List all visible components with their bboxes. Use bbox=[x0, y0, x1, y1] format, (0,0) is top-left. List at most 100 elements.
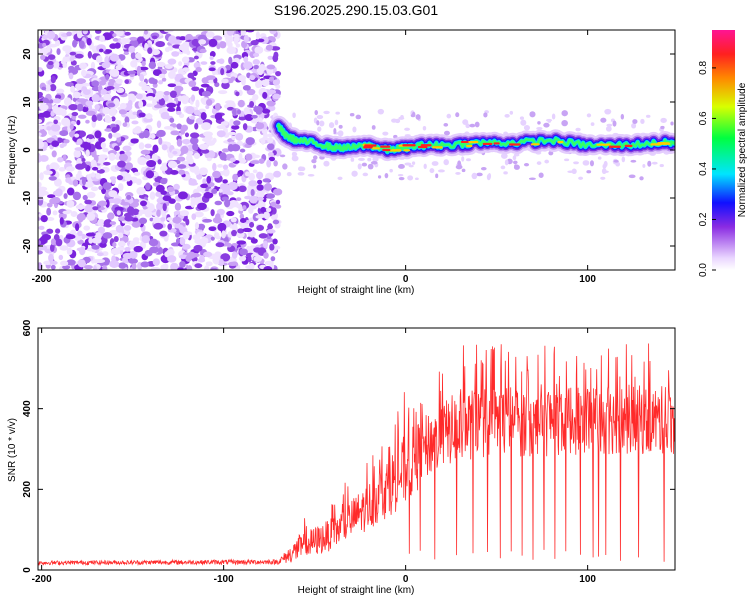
heatmap-cell bbox=[117, 160, 126, 168]
x-tick-label: 100 bbox=[579, 574, 596, 585]
heatmap-cell bbox=[82, 194, 88, 201]
heatmap-cell bbox=[168, 70, 176, 79]
heatmap-cell bbox=[95, 30, 102, 34]
heatmap-cell bbox=[286, 172, 292, 177]
heatmap-cell bbox=[268, 156, 276, 162]
heatmap-cell bbox=[56, 48, 61, 55]
heatmap-cell bbox=[38, 181, 42, 188]
heatmap-cell bbox=[60, 60, 66, 65]
heatmap-cell bbox=[152, 144, 159, 154]
heatmap-cell bbox=[62, 154, 67, 162]
heatmap-cell bbox=[74, 147, 85, 151]
heatmap-cell bbox=[457, 160, 462, 167]
heatmap-cell bbox=[78, 246, 86, 256]
signal-track-band bbox=[276, 123, 675, 154]
heatmap-cell bbox=[513, 164, 520, 170]
heatmap-cell bbox=[131, 263, 137, 270]
heatmap-cell bbox=[115, 78, 123, 84]
heatmap-cell bbox=[500, 165, 506, 170]
heatmap-cell bbox=[62, 45, 72, 52]
heatmap-cell bbox=[127, 93, 135, 98]
y-tick-label: 600 bbox=[22, 319, 33, 336]
heatmap-cell bbox=[519, 116, 525, 120]
heatmap-cell bbox=[177, 95, 183, 102]
heatmap-cell bbox=[233, 37, 240, 42]
top-x-ticks: -200 -100 0 100 bbox=[32, 30, 596, 285]
heatmap-cell bbox=[222, 168, 230, 177]
heatmap-cell bbox=[38, 91, 43, 97]
heatmap-cell bbox=[46, 228, 54, 234]
heatmap-cell bbox=[279, 154, 286, 158]
heatmap-cell bbox=[266, 89, 277, 95]
heatmap-cell bbox=[110, 248, 121, 255]
heatmap-cell bbox=[82, 106, 89, 113]
heatmap-cell bbox=[242, 123, 248, 131]
heatmap-cell bbox=[170, 262, 179, 270]
heatmap-cell bbox=[196, 231, 205, 237]
heatmap-cell bbox=[257, 69, 264, 76]
heatmap-cell bbox=[155, 191, 161, 197]
heatmap-cell bbox=[230, 61, 239, 69]
heatmap-cell bbox=[117, 241, 126, 247]
heatmap-cell bbox=[214, 251, 222, 259]
heatmap-cell bbox=[124, 116, 130, 124]
heatmap-cell bbox=[628, 174, 636, 179]
colorbar-tick-label: 0.6 bbox=[698, 111, 709, 125]
heatmap-cell bbox=[68, 72, 74, 80]
heatmap-cell bbox=[243, 61, 253, 70]
heatmap-cell bbox=[179, 236, 186, 246]
heatmap-cell bbox=[118, 232, 124, 239]
heatmap-cell bbox=[367, 163, 374, 170]
heatmap-cell bbox=[225, 100, 235, 105]
heatmap-cell bbox=[545, 118, 553, 122]
heatmap-cell bbox=[367, 157, 372, 162]
heatmap-cell bbox=[238, 185, 247, 193]
heatmap-cell bbox=[247, 255, 252, 263]
heatmap-cell bbox=[520, 119, 527, 126]
heatmap-cell bbox=[217, 164, 223, 168]
heatmap-cell bbox=[220, 121, 229, 126]
heatmap-cell bbox=[145, 103, 154, 108]
heatmap-cell bbox=[188, 181, 199, 186]
heatmap-cell bbox=[272, 219, 280, 225]
heatmap-cell bbox=[41, 86, 47, 91]
heatmap-cell bbox=[47, 30, 56, 40]
heatmap-cell bbox=[590, 122, 595, 127]
heatmap-cell bbox=[184, 132, 190, 138]
heatmap-cell bbox=[205, 104, 210, 110]
heatmap-cell bbox=[466, 158, 471, 162]
heatmap-cell bbox=[195, 117, 205, 125]
heatmap-cell bbox=[124, 31, 131, 36]
heatmap-cell bbox=[59, 217, 64, 225]
heatmap-cell bbox=[233, 120, 241, 126]
heatmap-cell bbox=[159, 217, 166, 222]
heatmap-cell bbox=[85, 100, 94, 107]
heatmap-cell bbox=[166, 217, 173, 221]
heatmap-cell bbox=[114, 42, 121, 49]
heatmap-cell bbox=[38, 140, 45, 149]
heatmap-cell bbox=[179, 36, 187, 41]
heatmap-cell bbox=[586, 170, 592, 174]
heatmap-cell bbox=[176, 156, 186, 162]
heatmap-cell bbox=[205, 261, 213, 267]
heatmap-cell bbox=[240, 30, 247, 36]
heatmap-cell bbox=[431, 161, 439, 166]
heatmap-cell bbox=[50, 75, 56, 84]
x-tick-label: -100 bbox=[214, 574, 234, 585]
heatmap-cell bbox=[143, 30, 149, 35]
heatmap-cell bbox=[252, 169, 258, 174]
heatmap-cell bbox=[461, 168, 466, 173]
top-y-ticks: 20 10 0 -10 -20 bbox=[22, 48, 675, 253]
heatmap-cell bbox=[157, 95, 163, 100]
heatmap-cell bbox=[444, 130, 450, 136]
heatmap-cell bbox=[193, 109, 201, 116]
heatmap-cell bbox=[160, 177, 168, 185]
heatmap-cell bbox=[267, 55, 273, 60]
heatmap-cell bbox=[544, 159, 550, 164]
heatmap-cell bbox=[179, 210, 190, 217]
heatmap-cell bbox=[178, 169, 186, 175]
heatmap-cell bbox=[46, 44, 51, 53]
heatmap-cell bbox=[227, 131, 237, 136]
heatmap-cell bbox=[236, 231, 245, 238]
heatmap-cell bbox=[58, 166, 66, 172]
